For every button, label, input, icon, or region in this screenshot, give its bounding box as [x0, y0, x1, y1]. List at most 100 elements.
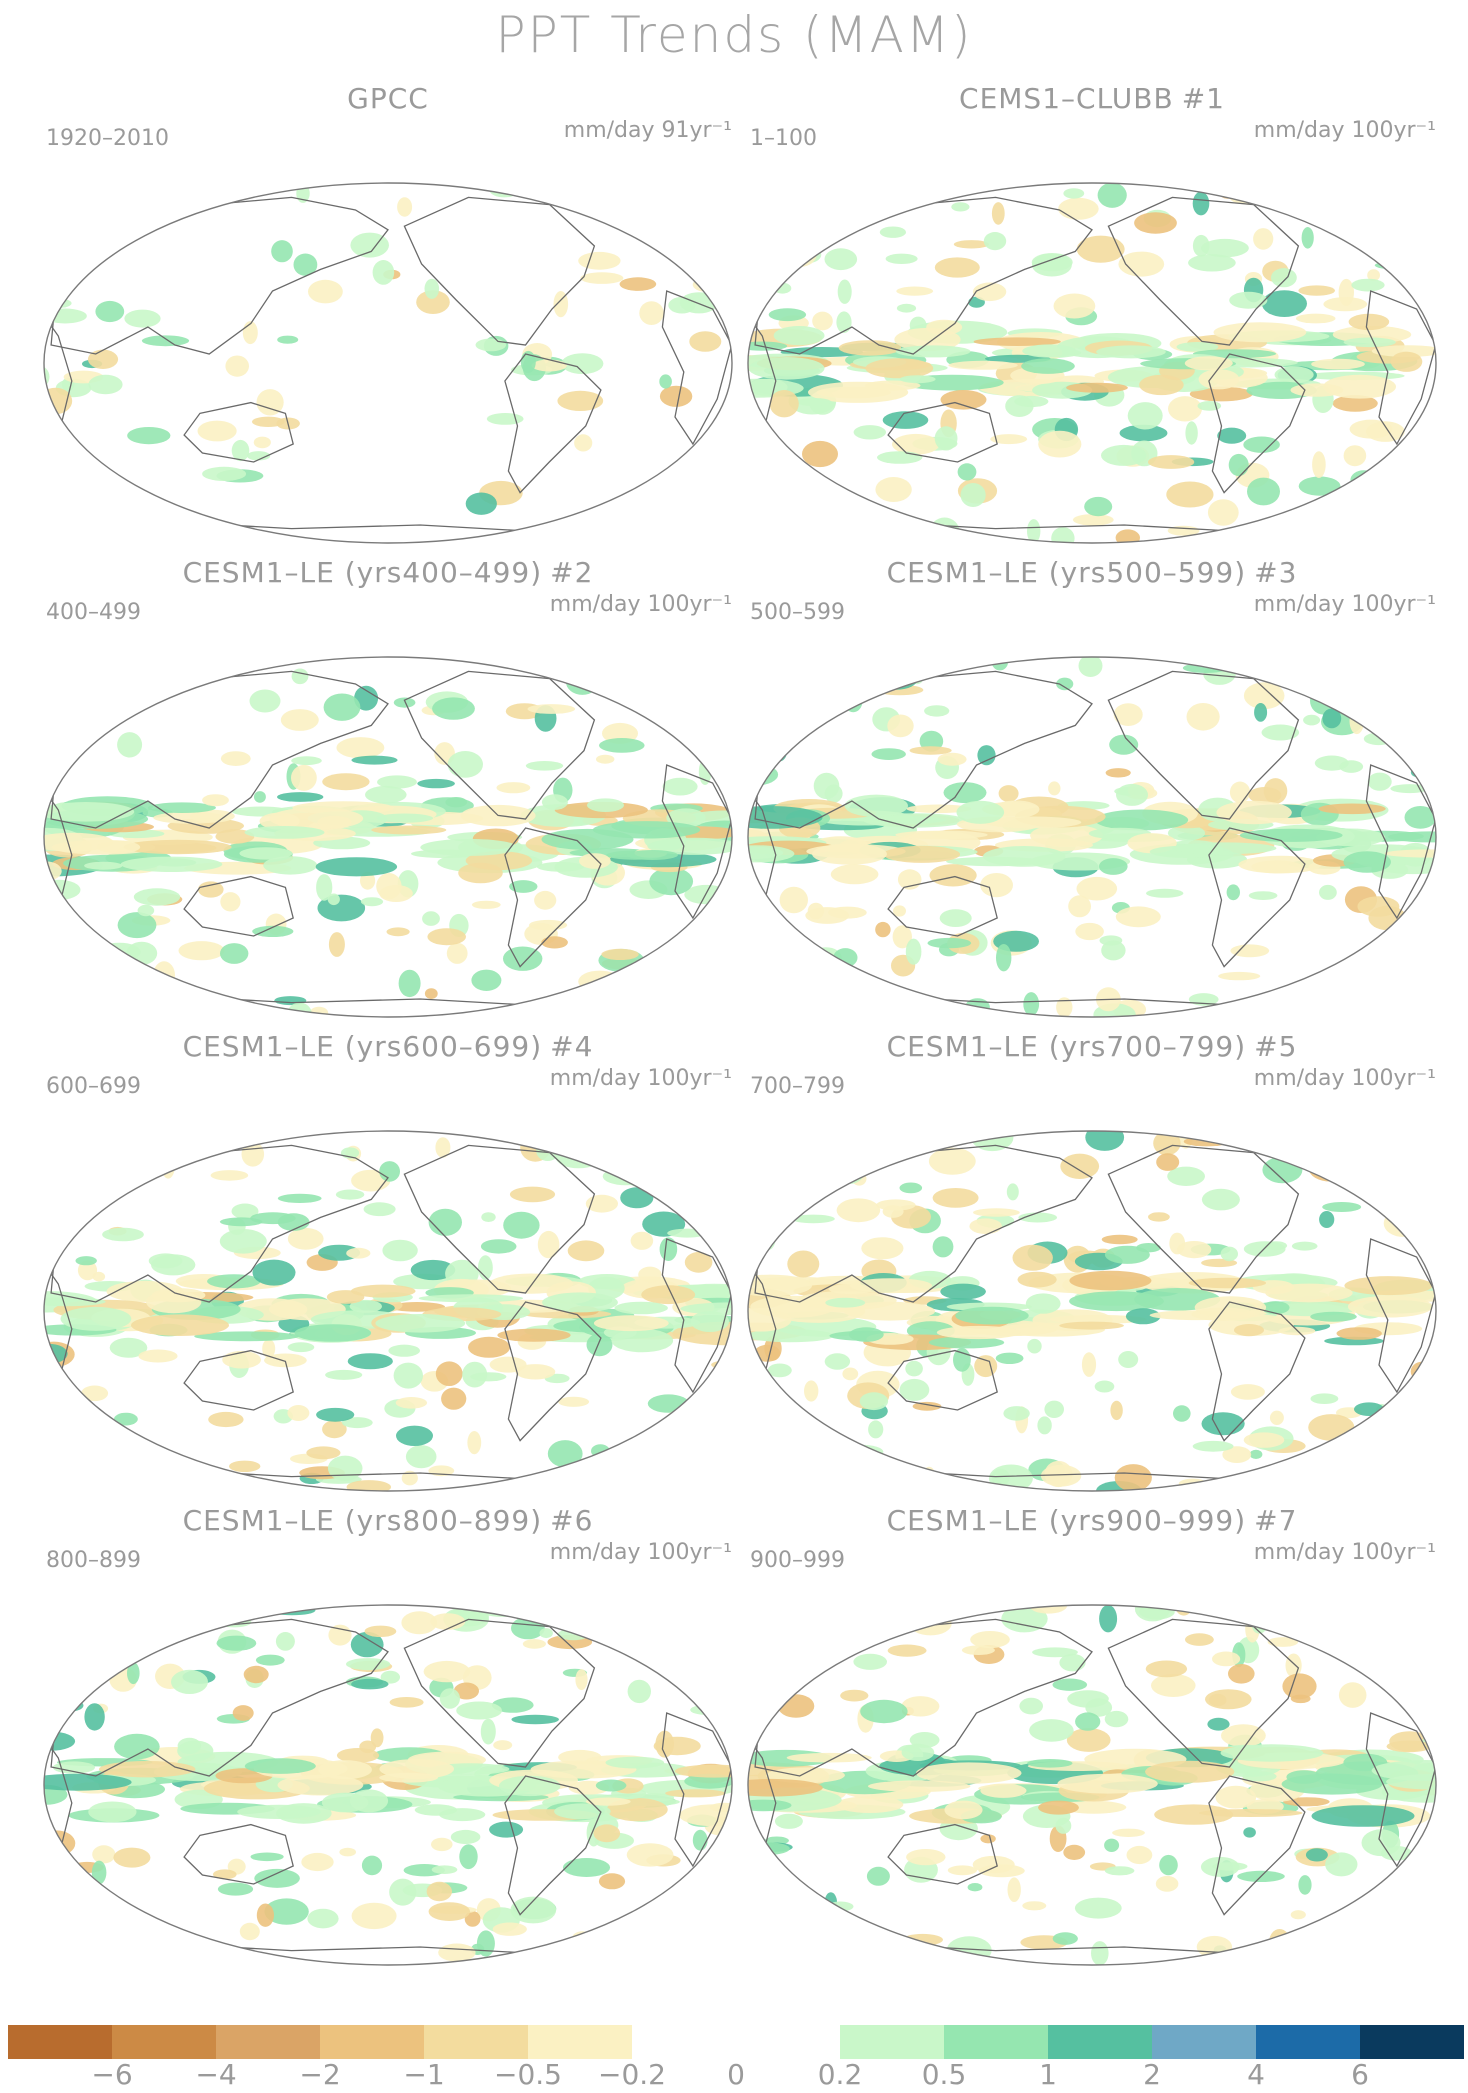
map-panel-8: CESM1–LE (yrs900–999) #7 900–999 mm/day 100…: [742, 1504, 1442, 1980]
dry-trend-patch: [435, 1137, 451, 1158]
dry-trend-patch: [972, 1855, 1015, 1874]
dry-trend-patch: [1022, 1901, 1047, 1911]
map-border: [43, 182, 733, 544]
dry-trend-patch: [769, 390, 799, 418]
wet-trend-patch: [428, 1208, 462, 1236]
wet-trend-patch: [897, 1131, 937, 1155]
wet-trend-patch: [1052, 1678, 1088, 1691]
dry-trend-patch: [1267, 1637, 1299, 1647]
colorbar: [8, 2025, 1464, 2059]
wet-trend-patch: [1021, 358, 1075, 374]
panel-units: mm/day 100yr⁻¹: [1253, 1540, 1436, 1565]
wet-trend-patch: [690, 1704, 723, 1715]
wet-trend-patch: [277, 792, 324, 802]
wet-trend-patch: [498, 1775, 561, 1797]
dry-trend-patch: [351, 1902, 397, 1930]
dry-trend-patch: [1230, 1384, 1265, 1400]
wet-trend-patch: [758, 229, 801, 245]
dry-trend-patch: [1205, 1689, 1252, 1710]
dry-trend-patch: [138, 1349, 178, 1363]
trend-field: [748, 657, 1436, 1017]
dry-trend-patch: [674, 1764, 732, 1778]
dry-trend-patch: [468, 1336, 510, 1358]
dry-trend-patch: [802, 440, 838, 468]
wet-trend-patch: [1323, 1462, 1355, 1471]
dry-trend-patch: [865, 358, 934, 379]
dry-trend-patch: [1399, 935, 1430, 948]
dry-trend-patch: [389, 1697, 424, 1708]
wet-trend-patch: [1192, 1440, 1234, 1452]
wet-trend-patch: [542, 1292, 618, 1313]
wet-trend-patch: [1319, 1211, 1335, 1228]
wet-trend-patch: [250, 1212, 296, 1225]
world-map: [747, 1604, 1437, 1966]
dry-trend-patch: [1012, 1244, 1053, 1271]
wet-trend-patch: [44, 802, 135, 822]
dry-trend-patch: [1189, 386, 1253, 402]
dry-trend-patch: [122, 1465, 153, 1475]
wet-trend-patch: [361, 1855, 383, 1876]
wet-trend-patch: [1185, 421, 1198, 445]
dry-trend-patch: [876, 1199, 916, 1211]
wet-trend-patch: [1032, 1647, 1078, 1658]
wet-trend-patch: [360, 897, 384, 907]
dry-trend-patch: [772, 681, 815, 705]
dry-trend-patch: [850, 1278, 933, 1294]
world-map: [43, 656, 733, 1018]
dry-trend-patch: [68, 1650, 110, 1661]
dry-trend-patch: [232, 1705, 254, 1721]
dry-trend-patch: [969, 1218, 1002, 1234]
wet-trend-patch: [1022, 344, 1077, 358]
dry-trend-patch: [632, 1448, 657, 1471]
map-border: [747, 656, 1437, 1018]
wet-trend-patch: [659, 1237, 678, 1261]
wet-trend-patch: [1031, 253, 1073, 272]
wet-trend-patch: [44, 705, 80, 730]
colorbar-label: −2: [299, 2058, 341, 2091]
wet-trend-patch: [809, 657, 839, 670]
dry-trend-patch: [153, 811, 227, 824]
wet-trend-patch: [1019, 1697, 1043, 1715]
wet-trend-patch: [1201, 1412, 1245, 1436]
wet-trend-patch: [808, 494, 839, 518]
trend-field: [44, 183, 732, 532]
colorbar-segment: [112, 2025, 216, 2059]
wet-trend-patch: [422, 911, 440, 926]
wet-trend-patch: [587, 798, 624, 812]
dry-trend-patch: [395, 1397, 428, 1409]
map-border: [43, 656, 733, 1018]
dry-trend-patch: [386, 927, 410, 937]
trend-field: [748, 1131, 1436, 1491]
wet-trend-patch: [853, 425, 886, 440]
dry-trend-patch: [264, 1353, 307, 1368]
dry-trend-patch: [123, 1616, 166, 1644]
dry-trend-patch: [1148, 1212, 1170, 1222]
wet-trend-patch: [1192, 191, 1210, 216]
wet-trend-patch: [1359, 1914, 1396, 1940]
dry-trend-patch: [630, 1153, 659, 1172]
coastline: [1107, 1618, 1300, 1768]
wet-trend-patch: [379, 1161, 400, 1182]
coastline: [183, 1349, 294, 1411]
wet-trend-patch: [144, 1476, 189, 1491]
wet-trend-patch: [380, 1670, 400, 1684]
colorbar-segment: [736, 2025, 840, 2059]
dry-trend-patch: [277, 1774, 364, 1796]
wet-trend-patch: [111, 1476, 157, 1489]
dry-trend-patch: [896, 286, 934, 296]
dry-trend-patch: [208, 1411, 244, 1428]
dry-trend-patch: [1363, 1001, 1391, 1014]
dry-trend-patch: [1336, 1327, 1382, 1340]
wet-trend-patch: [934, 426, 958, 451]
dry-trend-patch: [197, 420, 237, 442]
dry-trend-patch: [825, 187, 866, 206]
dry-trend-patch: [492, 1922, 527, 1936]
wet-trend-patch: [748, 1842, 790, 1855]
dry-trend-patch: [553, 1940, 586, 1951]
dry-trend-patch: [1153, 1131, 1181, 1156]
wet-trend-patch: [396, 1425, 433, 1446]
wet-trend-patch: [983, 232, 1007, 251]
wet-trend-patch: [856, 526, 895, 543]
dry-trend-patch: [1076, 876, 1118, 901]
dry-trend-patch: [1215, 1785, 1257, 1809]
